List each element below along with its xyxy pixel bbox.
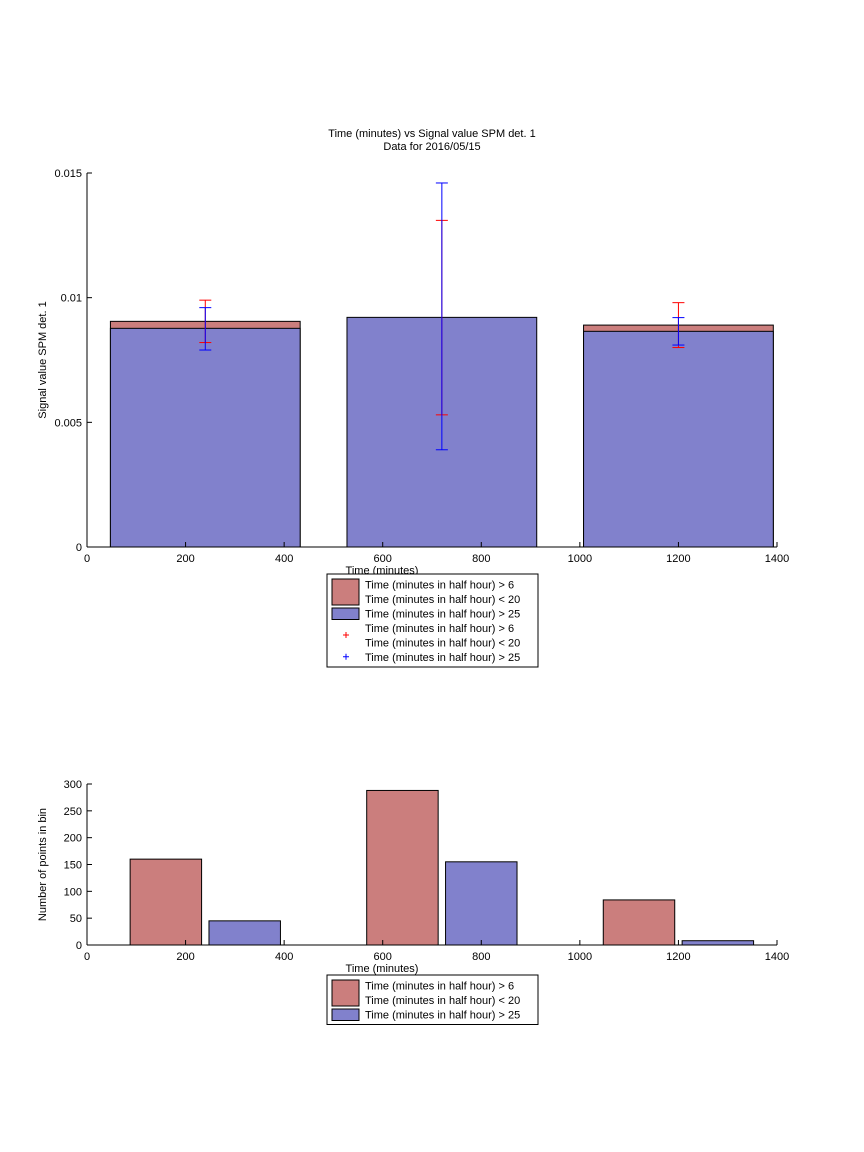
x-tick-label: 600 — [374, 553, 392, 565]
x-tick-label: 1400 — [765, 553, 789, 565]
legend-label: Time (minutes in half hour) < 20 — [365, 638, 520, 650]
legend-swatch — [331, 607, 360, 620]
x-tick-label: 800 — [472, 553, 490, 565]
y-tick-label: 50 — [70, 913, 82, 925]
y-tick-label: 0 — [76, 542, 82, 554]
legend-label: Time (minutes in half hour) > 6 — [365, 981, 514, 993]
y-tick-label: 250 — [64, 806, 82, 818]
x-tick-label: 200 — [176, 951, 194, 963]
y-tick-label: 0 — [76, 940, 82, 952]
bar — [208, 920, 281, 946]
x-tick-label: 1200 — [666, 553, 690, 565]
chart-subtitle: Data for 2016/05/15 — [383, 141, 480, 153]
x-tick-label: 1000 — [568, 951, 592, 963]
x-tick-label: 800 — [472, 951, 490, 963]
bar — [366, 789, 439, 946]
legend-box — [326, 974, 539, 1025]
y-tick-label: 0.01 — [61, 293, 82, 305]
legend-swatch — [331, 979, 360, 1007]
bar — [445, 861, 518, 946]
chart-title: Time (minutes) vs Signal value SPM det. … — [328, 128, 535, 140]
x-tick-label: 0 — [84, 951, 90, 963]
signal-value-chart: Time (minutes) vs Signal value SPM det. … — [37, 128, 789, 668]
x-tick-label: 0 — [84, 553, 90, 565]
legend-label: Time (minutes in half hour) > 6 — [365, 580, 514, 592]
x-axis-label: Time (minutes) — [346, 963, 419, 975]
y-tick-label: 300 — [64, 779, 82, 791]
x-tick-label: 1000 — [568, 553, 592, 565]
legend-label: Time (minutes in half hour) > 6 — [365, 623, 514, 635]
x-tick-label: 200 — [176, 553, 194, 565]
y-tick-label: 100 — [64, 886, 82, 898]
y-tick-label: 150 — [64, 860, 82, 872]
legend-swatch — [331, 578, 360, 606]
legend-label: Time (minutes in half hour) < 20 — [365, 594, 520, 606]
y-axis-label: Number of points in bin — [37, 808, 49, 921]
y-tick-label: 0.005 — [54, 417, 82, 429]
bar — [583, 330, 774, 548]
legend-label: Time (minutes in half hour) < 20 — [365, 995, 520, 1007]
bar — [681, 940, 755, 946]
legend-label: Time (minutes in half hour) > 25 — [365, 609, 520, 621]
bar — [129, 858, 203, 946]
x-tick-label: 400 — [275, 951, 293, 963]
x-tick-label: 1200 — [666, 951, 690, 963]
x-tick-label: 600 — [374, 951, 392, 963]
points-count-chart: 0 200 400 600 800 1000 1200 1400 0 50 100 150 200 250… — [37, 779, 789, 1025]
x-tick-label: 1400 — [765, 951, 789, 963]
y-axis-label: Signal value SPM det. 1 — [37, 301, 49, 418]
bar — [109, 327, 301, 548]
x-tick-label: 400 — [275, 553, 293, 565]
bar — [602, 899, 676, 946]
legend-label: Time (minutes in half hour) > 25 — [365, 652, 520, 664]
legend-box — [326, 573, 539, 668]
y-tick-label: 200 — [64, 833, 82, 845]
legend-label: Time (minutes in half hour) > 25 — [365, 1010, 520, 1022]
legend-swatch — [331, 1008, 360, 1021]
y-tick-label: 0.015 — [54, 168, 82, 180]
